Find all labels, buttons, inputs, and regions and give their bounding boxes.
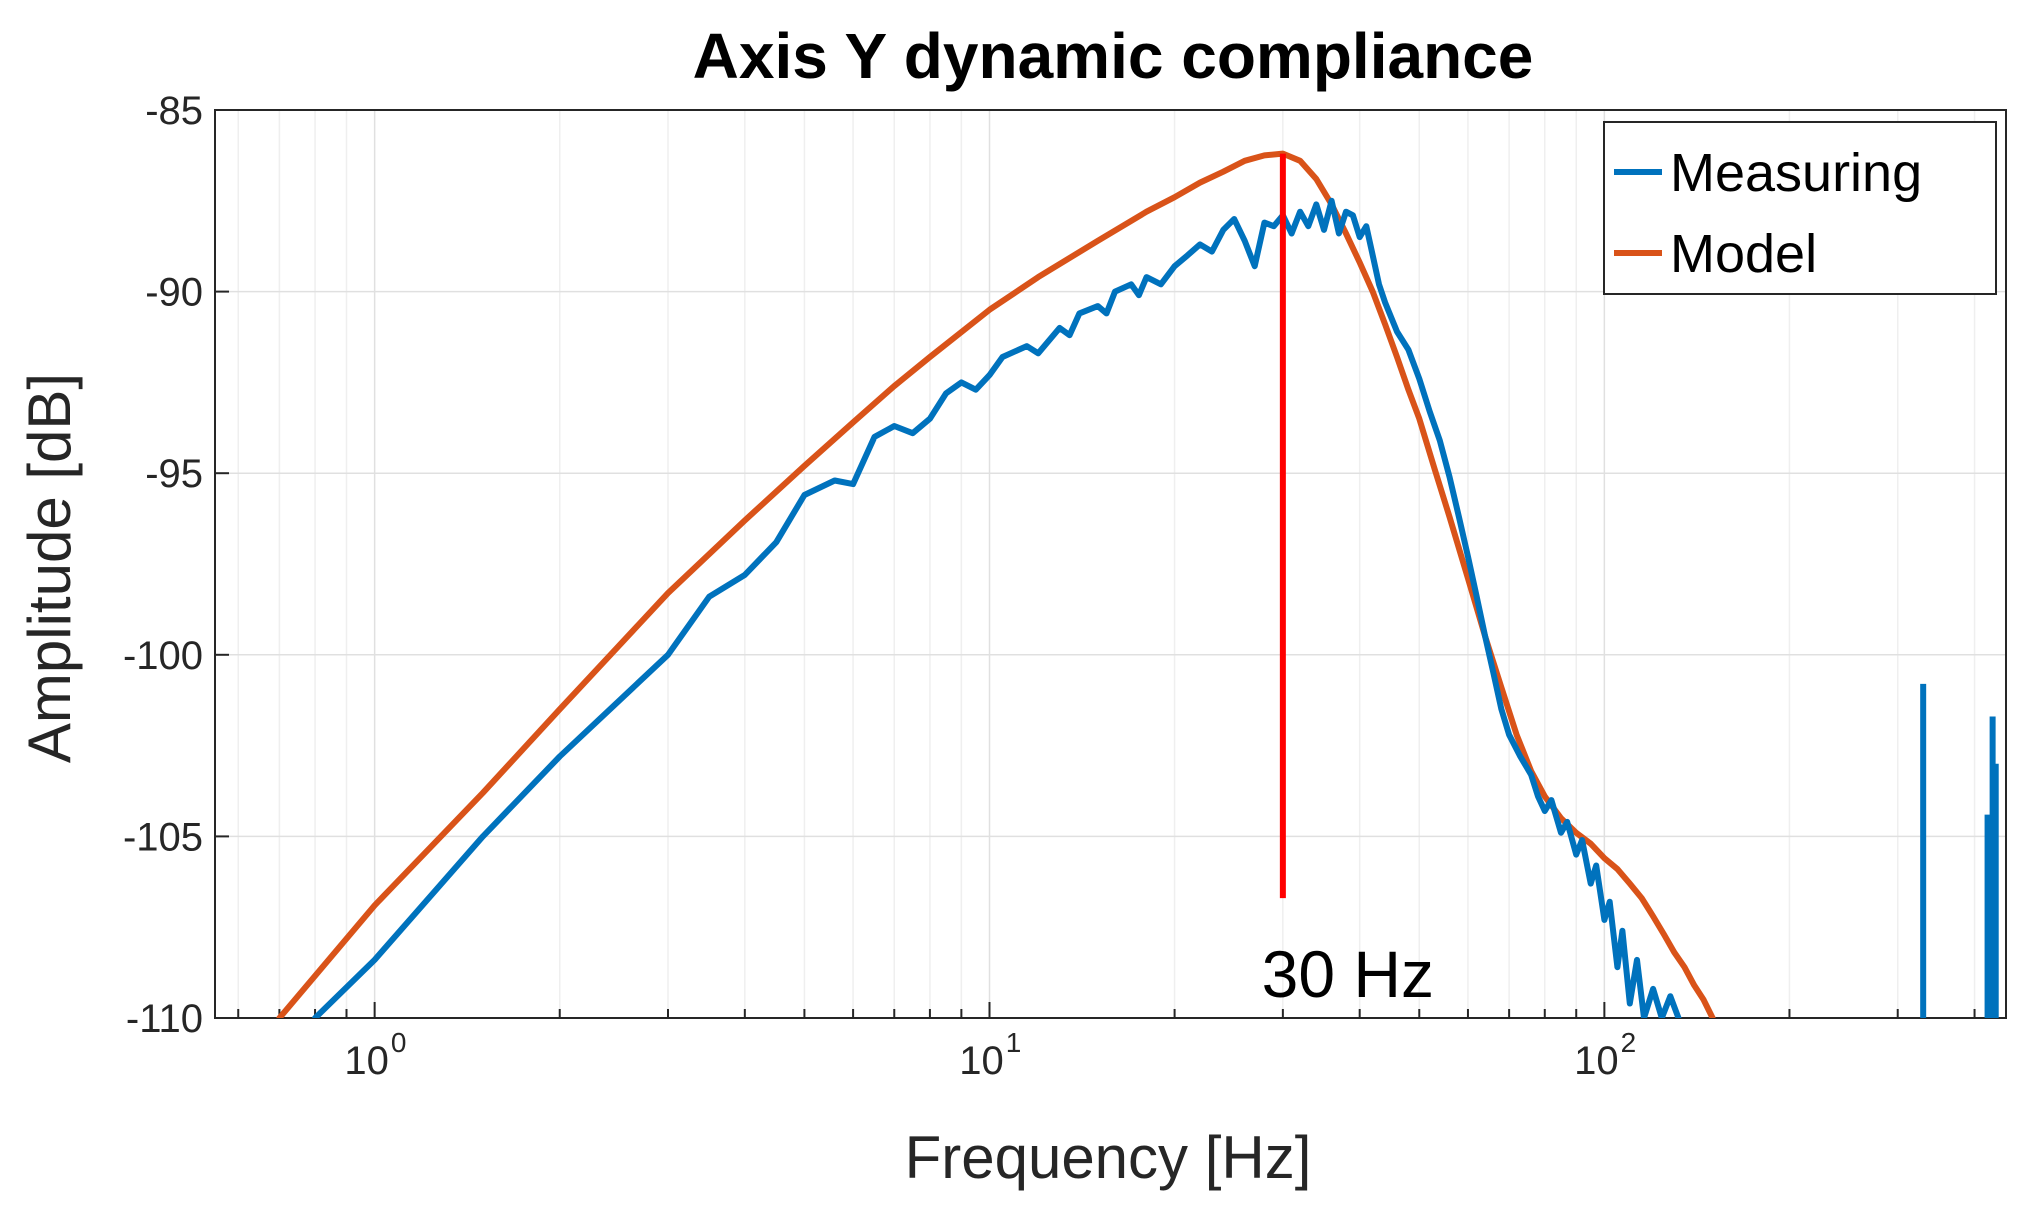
y-tick-label: -85	[145, 89, 203, 133]
legend-label-model: Model	[1670, 224, 1817, 284]
plot-frame	[214, 109, 2007, 1019]
x-axis-label: Frequency [Hz]	[905, 1124, 1312, 1191]
series-line-measuring	[312, 197, 1682, 1018]
legend: Measuring Model	[1603, 121, 1997, 295]
chart-title: Axis Y dynamic compliance	[693, 20, 1534, 92]
x-tick-exponent: 2	[1621, 1027, 1637, 1058]
legend-box	[1603, 121, 1997, 295]
grid	[215, 109, 2006, 1019]
series-lines	[276, 150, 1999, 1018]
annotation: 30 Hz	[1262, 153, 1434, 1011]
y-tick-label: -95	[145, 452, 203, 496]
y-axis-label: Amplitude [dB]	[16, 373, 83, 763]
series-line-model	[276, 150, 1716, 1018]
y-tick-label: -90	[145, 271, 203, 315]
y-tick-label: -100	[123, 634, 203, 678]
y-tick-label: -110	[126, 997, 203, 1041]
y-tick-label: -105	[123, 815, 203, 859]
annotation-label-30hz: 30 Hz	[1262, 937, 1434, 1011]
x-tick-label: 10	[344, 1039, 389, 1083]
x-tick-label: 10	[959, 1039, 1004, 1083]
legend-label-measuring: Measuring	[1670, 143, 1922, 203]
x-tick-exponent: 1	[1006, 1027, 1022, 1058]
x-tick-exponent: 0	[391, 1027, 407, 1058]
x-tick-label: 10	[1574, 1039, 1619, 1083]
